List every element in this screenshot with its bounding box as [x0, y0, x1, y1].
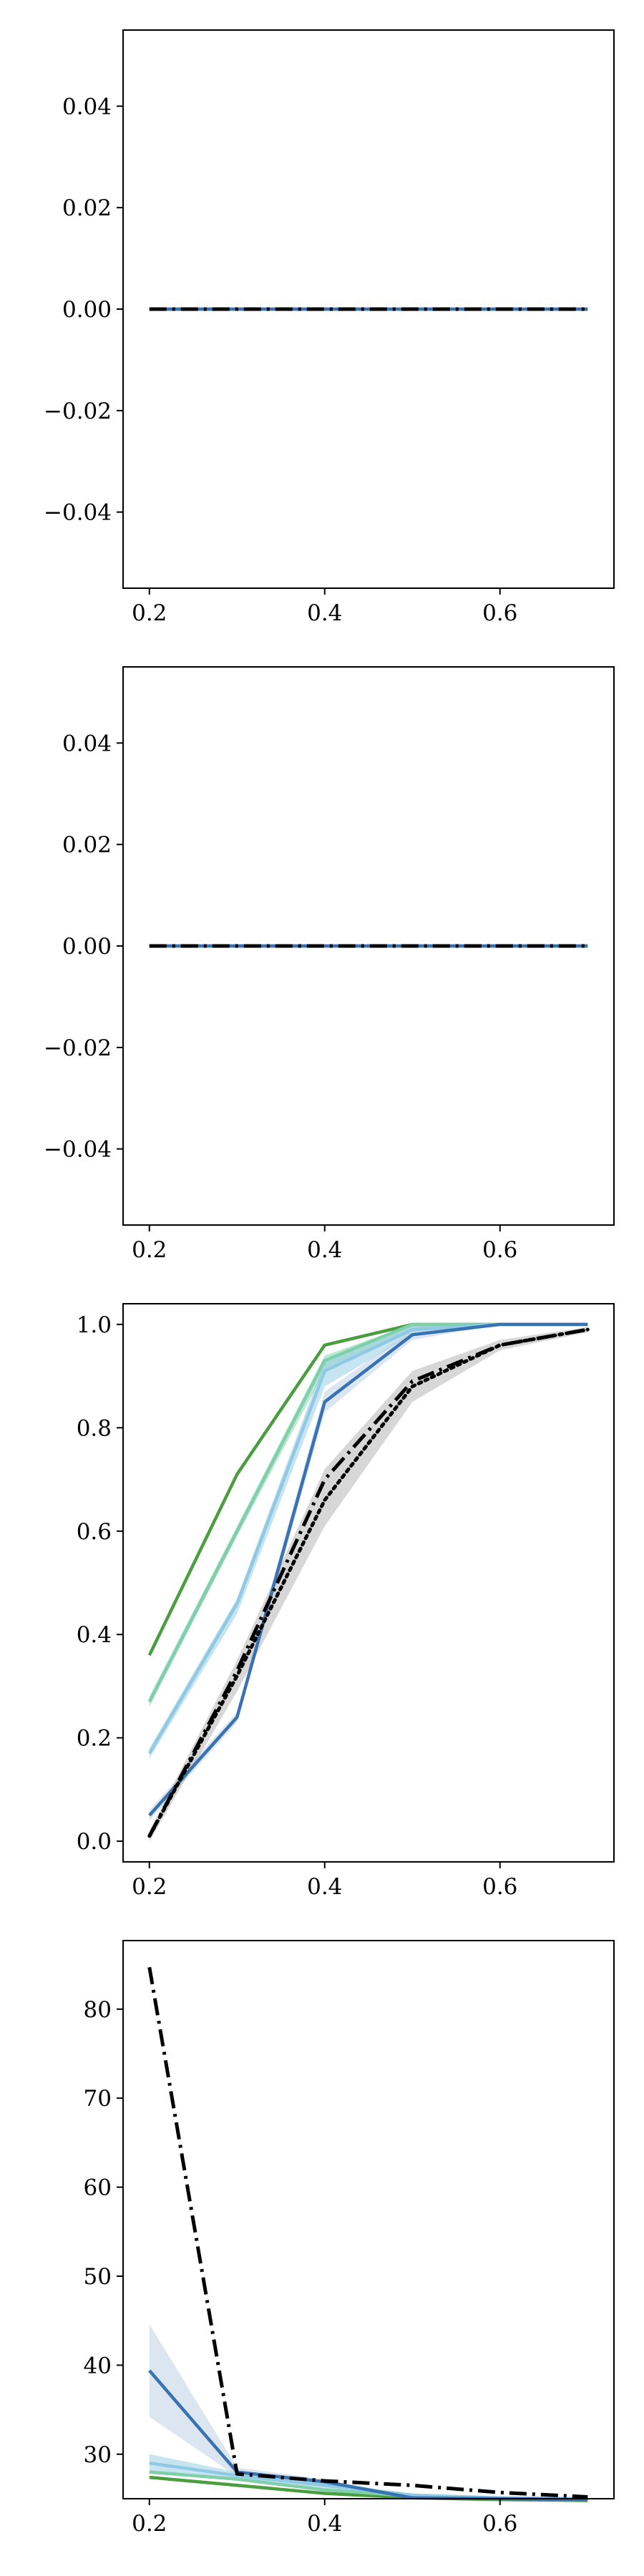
series-line-4	[148, 1322, 588, 1817]
y-tick-label: −0.04	[44, 500, 112, 526]
y-tick-label: 0.0	[77, 1829, 112, 1855]
chart-panel-1: 0.2 0.4 0.6 0.04 0.02 0.00 −0.02 −0.04	[44, 29, 615, 626]
y-tick-label: 0.04	[62, 94, 112, 119]
y-tick-label: 80	[84, 1997, 112, 2023]
y-tick-label: 50	[84, 2264, 112, 2290]
y-tick-label: 1.0	[77, 1312, 112, 1338]
x-tick-label: 0.4	[307, 1874, 342, 1900]
plot-area	[147, 1322, 590, 1842]
y-tick-label: 0.02	[62, 195, 112, 221]
x-tick-label: 0.2	[132, 2511, 167, 2537]
y-tick-label: 30	[84, 2442, 112, 2468]
x-tick-label: 0.2	[132, 1874, 167, 1900]
chart-panel-4: 0.2 0.4 0.6 80 70 60 50 40 30	[84, 1940, 615, 2537]
axes-frame	[122, 1303, 615, 1863]
x-tick-label: 0.6	[482, 600, 517, 626]
confidence-band-5	[149, 1327, 588, 1842]
y-tick-label: 0.00	[62, 297, 112, 323]
chart-panel-3: 0.2 0.4 0.6 1.0 0.8 0.6 0.4 0.2 0.0	[77, 1303, 615, 1900]
y-tick-label: 0.00	[62, 934, 112, 960]
series-line-3	[147, 1322, 588, 1755]
series-line-6	[147, 1327, 588, 1838]
y-tick-label: 0.4	[77, 1622, 112, 1648]
confidence-band-3	[149, 1324, 588, 1759]
x-tick-label: 0.2	[132, 600, 167, 626]
y-tick-label: 0.8	[77, 1415, 112, 1441]
y-tick-label: 60	[84, 2175, 112, 2201]
x-tick-label: 0.6	[482, 2511, 517, 2537]
x-tick-label: 0.6	[482, 1237, 517, 1263]
y-tick-label: 70	[84, 2086, 112, 2112]
y-tick-label: −0.02	[44, 399, 112, 424]
axes-frame	[122, 1940, 615, 2499]
confidence-band-4	[149, 1324, 588, 1821]
x-tick-label: 0.4	[307, 1237, 342, 1263]
series-line-5	[147, 1327, 590, 1838]
y-tick-label: −0.04	[44, 1137, 112, 1163]
y-tick-label: 0.04	[62, 731, 112, 756]
y-tick-label: −0.02	[44, 1035, 112, 1061]
x-tick-label: 0.4	[307, 2511, 342, 2537]
plot-area	[147, 1966, 588, 2502]
y-tick-label: 0.2	[77, 1726, 112, 1752]
y-tick-label: 0.02	[62, 832, 112, 858]
x-tick-label: 0.2	[132, 1237, 167, 1263]
x-tick-label: 0.6	[482, 1874, 517, 1900]
y-tick-label: 40	[84, 2353, 112, 2379]
chart-panel-2: 0.2 0.4 0.6 0.04 0.02 0.00 −0.02 −0.04	[44, 666, 615, 1263]
series-line-5	[147, 1966, 588, 2499]
y-tick-label: 0.6	[77, 1519, 112, 1545]
x-tick-label: 0.4	[307, 600, 342, 626]
